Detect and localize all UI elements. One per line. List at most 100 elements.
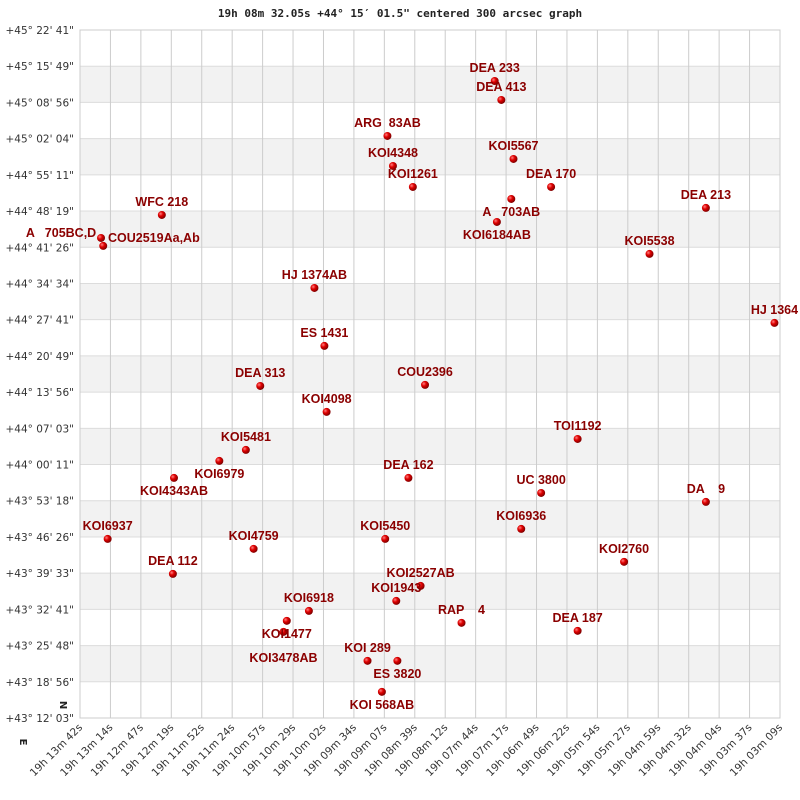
y-tick-label: +45° 08' 56": [5, 97, 74, 109]
star-marker: [408, 182, 417, 191]
star-point: DEA 313: [235, 366, 285, 380]
star-point: WFC 218: [135, 195, 188, 209]
star-label: DEA 112: [148, 554, 198, 568]
star-label: KOI 568AB: [350, 698, 415, 712]
y-tick-label: +44° 34' 34": [5, 278, 74, 290]
star-point: KOI6918: [284, 591, 334, 605]
star-marker: [770, 318, 779, 327]
plot-bands: [80, 30, 780, 718]
star-point: KOI1261: [388, 167, 438, 181]
plot-band: [80, 283, 780, 320]
star-point: KOI 289: [344, 641, 391, 655]
star-label: HJ 1364: [751, 303, 798, 317]
y-tick-label: +44° 48' 19": [5, 206, 74, 218]
star-point: ARG 83AB: [354, 116, 421, 130]
star-point: KOI6936: [496, 509, 546, 523]
y-tick-label: +43° 39' 33": [5, 568, 74, 580]
compass-north: N: [57, 701, 68, 709]
star-point: KOI4759: [229, 529, 279, 543]
star-label: KOI2760: [599, 542, 649, 556]
star-label: DEA 213: [681, 188, 731, 202]
star-label: KOI3478AB: [249, 651, 317, 665]
star-point: DEA 233: [470, 61, 520, 75]
star-point: DEA 112: [148, 554, 198, 568]
star-point: KOI4098: [302, 392, 352, 406]
star-point: HJ 1364: [751, 303, 798, 317]
star-marker: [383, 131, 392, 140]
star-point: DEA 413: [476, 80, 526, 94]
star-point: COU2519Aa,Ab: [108, 231, 200, 245]
star-marker: [457, 618, 466, 627]
star-marker: [310, 283, 319, 292]
star-point: UC 3800: [516, 473, 565, 487]
plot-band: [80, 428, 780, 465]
star-label: KOI4343AB: [140, 484, 208, 498]
star-point: KOI2527AB: [387, 566, 455, 580]
star-marker: [388, 161, 397, 170]
star-marker: [215, 456, 224, 465]
star-point: KOI6184AB: [463, 228, 531, 242]
star-point: KOI 568AB: [350, 698, 415, 712]
plot-band: [80, 355, 780, 393]
star-marker: [404, 473, 413, 482]
star-label: DEA 233: [470, 61, 520, 75]
star-marker: [490, 76, 499, 85]
x-tick-label: 19h 13m 42s: [28, 722, 85, 779]
star-marker: [99, 241, 108, 250]
plot-band: [80, 573, 780, 610]
star-label: KOI6936: [496, 509, 546, 523]
star-point: DEA 213: [681, 188, 731, 202]
star-label: KOI5481: [221, 430, 271, 444]
y-tick-label: +44° 55' 11": [5, 170, 74, 182]
star-point: KOI5567: [488, 139, 538, 153]
star-point: KOI6937: [83, 519, 133, 533]
star-label: DEA 187: [552, 611, 602, 625]
star-label: DA 9: [687, 482, 725, 496]
star-marker: [363, 656, 372, 665]
star-label: ES 1431: [300, 326, 348, 340]
star-label: DEA 162: [383, 458, 433, 472]
star-marker: [304, 606, 313, 615]
plot-band: [80, 500, 780, 537]
star-label: UC 3800: [516, 473, 565, 487]
star-marker: [241, 445, 250, 454]
star-marker: [701, 203, 710, 212]
star-point: DEA 187: [552, 611, 602, 625]
star-label: KOI5567: [488, 139, 538, 153]
star-label: COU2396: [397, 365, 453, 379]
star-point: DEA 170: [526, 167, 576, 181]
star-marker: [392, 596, 401, 605]
y-tick-label: +43° 53' 18": [5, 496, 74, 508]
star-label: KOI4098: [302, 392, 352, 406]
star-label: DEA 313: [235, 366, 285, 380]
plot-band: [80, 645, 780, 682]
y-tick-label: +44° 07' 03": [5, 423, 74, 435]
y-tick-label: +44° 00' 11": [5, 460, 74, 472]
star-label: A 703AB: [482, 205, 540, 219]
star-label: KOI6979: [194, 467, 244, 481]
star-label: KOI1943: [371, 581, 421, 595]
star-marker: [497, 95, 506, 104]
star-point: KOI5481: [221, 430, 271, 444]
star-marker: [282, 616, 291, 625]
star-label: KOI4759: [229, 529, 279, 543]
star-label: KOI1477: [262, 627, 312, 641]
y-tick-label: +44° 41' 26": [5, 242, 74, 254]
y-axis-ticks: +45° 22' 41" +45° 15' 49" +45° 08' 56" +45°…: [5, 25, 74, 725]
y-tick-label: +45° 15' 49": [5, 61, 74, 73]
star-point: HJ 1374AB: [282, 268, 347, 282]
plot-band: [80, 66, 780, 103]
star-point: A 705BC,D: [26, 226, 96, 240]
star-marker: [322, 407, 331, 416]
star-marker: [492, 217, 501, 226]
plot-band: [80, 138, 780, 175]
star-point: KOI4343AB: [140, 484, 208, 498]
star-marker: [507, 194, 516, 203]
star-point: KOI6979: [194, 467, 244, 481]
y-tick-label: +43° 18' 56": [5, 677, 74, 689]
star-marker: [169, 473, 178, 482]
star-label: COU2519Aa,Ab: [108, 231, 200, 245]
